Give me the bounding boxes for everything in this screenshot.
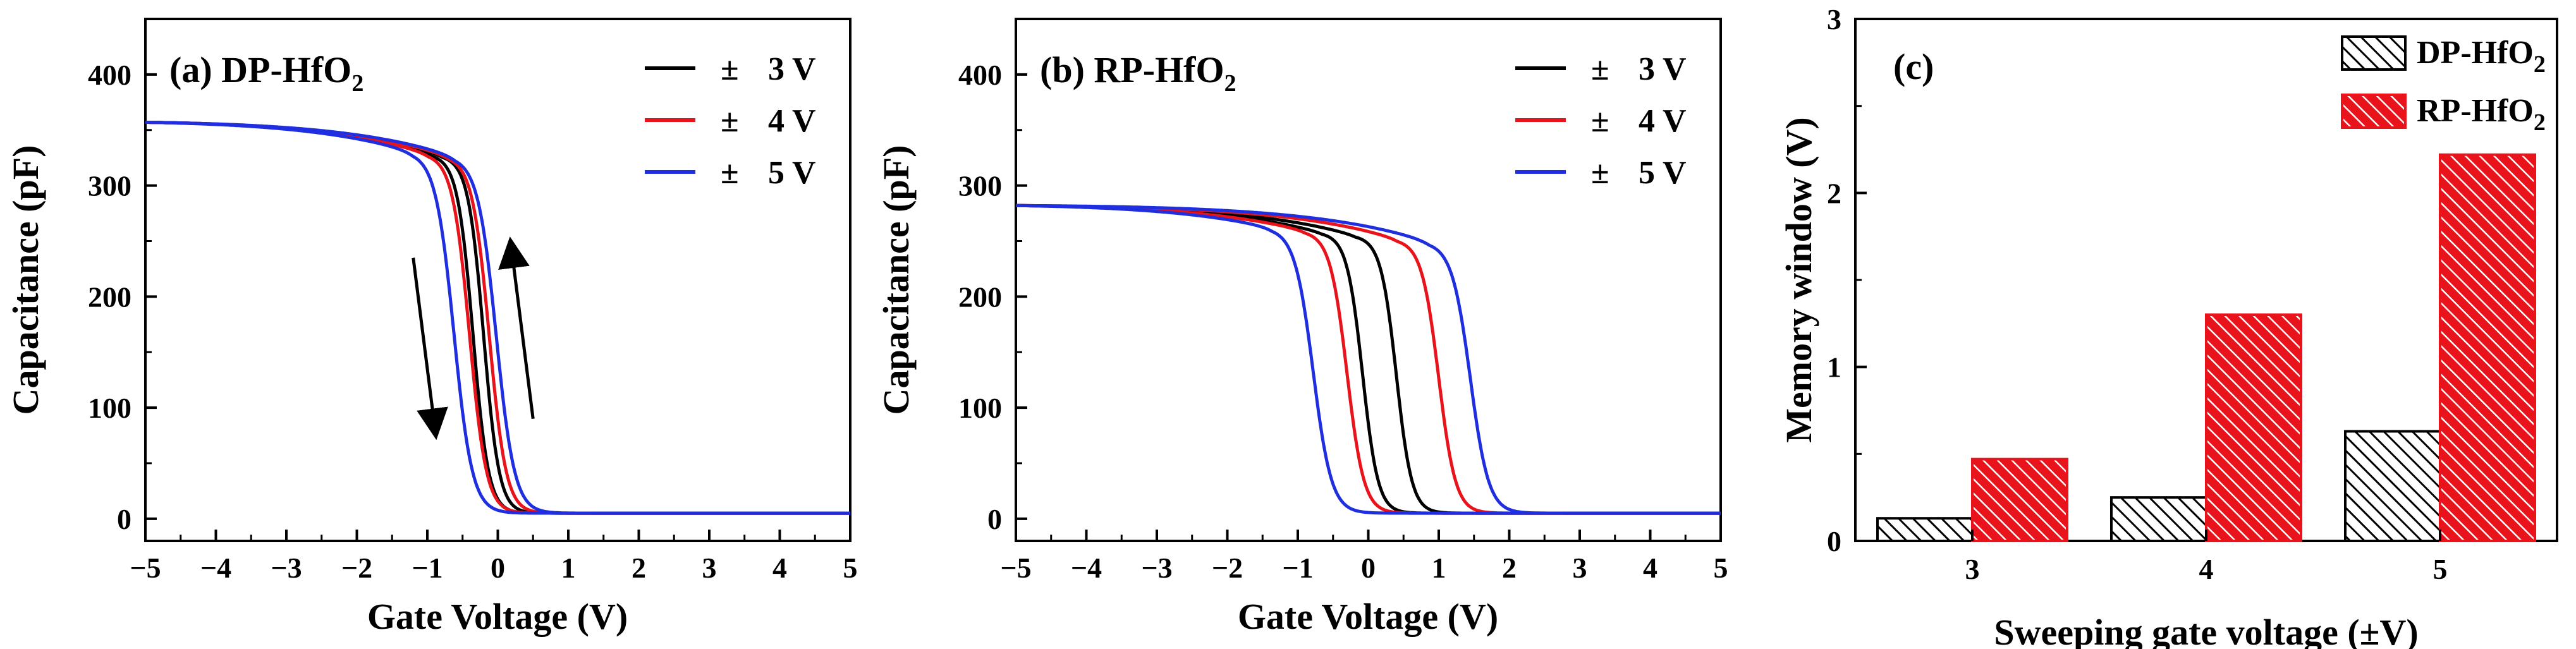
y-tick-label: 200 — [958, 281, 1002, 313]
panel-b-x-axis-title: Gate Voltage (V) — [1238, 596, 1498, 637]
curve-5V-forward — [1016, 203, 1721, 515]
x-tick-label: 0 — [1361, 552, 1376, 584]
panel-c-title: (c) — [1893, 46, 1934, 87]
y-tick-label: 3 — [1827, 3, 1841, 35]
x-tick-label: 0 — [491, 552, 505, 584]
curve-3V-reverse — [1016, 203, 1721, 515]
legend-label: 4 V — [1639, 103, 1687, 139]
y-tick-label: 0 — [987, 503, 1002, 535]
x-tick-label: −1 — [1282, 552, 1313, 584]
x-tick-label: −1 — [412, 552, 443, 584]
bar-dp-hfo-4 — [2110, 496, 2207, 543]
legend-label: DP-HfO2 — [2417, 35, 2546, 78]
bar-dp-hfo-3 — [1876, 517, 1974, 542]
panel-a-y-ticks: 0 100 200 300 400 — [88, 59, 157, 535]
x-tick-label: 4 — [2199, 553, 2214, 585]
x-tick-label: 4 — [772, 552, 787, 584]
legend-sign: ± — [1591, 155, 1609, 191]
x-tick-label: 3 — [1573, 552, 1587, 584]
panel-b-y-axis-title: Capacitance (pF) — [876, 145, 917, 415]
panel-b-title: (b) RP-HfO2 — [1040, 49, 1236, 97]
legend-label: 3 V — [768, 51, 816, 87]
x-tick-label: −4 — [1071, 552, 1102, 584]
y-tick-label: 400 — [958, 59, 1002, 91]
panel-a-arrows — [412, 236, 535, 440]
sweep-arrow-down — [412, 257, 448, 440]
x-tick-label: −2 — [341, 552, 372, 584]
curve-5V-reverse — [145, 120, 850, 515]
x-tick-label: −3 — [1141, 552, 1172, 584]
curve-4V-reverse — [1016, 203, 1721, 515]
panel-c-chart: 3 4 5 0 1 2 3 (c) DP-HfO2 RP-HfO2 Sweeping gat… — [1778, 3, 2558, 649]
panel-c-legend: DP-HfO2 RP-HfO2 — [2341, 35, 2546, 136]
x-tick-label: 2 — [632, 552, 646, 584]
legend-sign: ± — [721, 51, 739, 87]
curve-4V-forward — [1016, 203, 1721, 515]
panel-b-chart: −5 −4 −3 −2 −1 0 1 2 3 4 5 0 100 200 300 400 (b) RP-Hf… — [876, 18, 1728, 637]
panel-c-x-ticks: 3 4 5 — [1965, 530, 2448, 585]
panel-c-y-axis-title: Memory window (V) — [1778, 117, 1819, 442]
legend-sign: ± — [721, 103, 739, 139]
legend-label: 4 V — [768, 103, 816, 139]
x-tick-label: −5 — [1000, 552, 1031, 584]
panel-c-y-ticks: 0 1 2 3 — [1827, 3, 1867, 557]
y-tick-label: 400 — [88, 59, 131, 91]
y-tick-label: 0 — [1827, 525, 1841, 557]
panel-c-bars — [1876, 153, 2536, 543]
legend-sign: ± — [1591, 51, 1609, 87]
sweep-arrow-up — [498, 236, 535, 419]
y-tick-label: 100 — [88, 392, 131, 424]
x-tick-label: 1 — [561, 552, 576, 584]
panel-a-x-ticks: −5 −4 −3 −2 −1 0 1 2 3 4 5 — [130, 530, 858, 584]
x-tick-label: −2 — [1212, 552, 1243, 584]
bar-rp-hfo-3 — [1971, 458, 2068, 542]
x-tick-label: 3 — [1965, 553, 1980, 585]
x-tick-label: −4 — [200, 552, 231, 584]
legend-label: 3 V — [1639, 51, 1687, 87]
panel-c-x-axis-title: Sweeping gate voltage (±V) — [1994, 612, 2418, 649]
panel-b-curves — [1016, 203, 1721, 515]
x-tick-label: 5 — [843, 552, 858, 584]
panel-a-title: (a) DP-HfO2 — [169, 49, 363, 97]
y-tick-label: 300 — [958, 170, 1002, 202]
panel-a-x-axis-title: Gate Voltage (V) — [367, 596, 628, 637]
bar-dp-hfo-5 — [2344, 430, 2441, 542]
y-tick-label: 100 — [958, 392, 1002, 424]
x-tick-label: 2 — [1502, 552, 1517, 584]
x-tick-label: −5 — [130, 552, 161, 584]
panel-a-y-axis-title: Capacitance (pF) — [5, 145, 46, 415]
y-tick-label: 0 — [117, 503, 131, 535]
legend-sign: ± — [1591, 103, 1609, 139]
legend-label: 5 V — [1639, 155, 1687, 191]
legend-sign: ± — [721, 155, 739, 191]
panel-b-plot-frame — [1015, 18, 1722, 542]
y-tick-label: 200 — [88, 281, 131, 313]
bar-rp-hfo-5 — [2439, 153, 2536, 542]
x-tick-label: 5 — [1714, 552, 1728, 584]
y-tick-label: 1 — [1827, 351, 1841, 384]
y-tick-label: 2 — [1827, 177, 1841, 209]
x-tick-label: 1 — [1432, 552, 1446, 584]
panel-a-chart: −5 −4 −3 −2 −1 0 1 2 3 4 5 0 100 200 300 400 (a) DP-Hf… — [5, 18, 858, 637]
panel-a-legend: ±3 V ± 4 V ± 5 V — [645, 51, 816, 191]
panel-b-x-ticks: −5 −4 −3 −2 −1 0 1 2 3 4 5 — [1000, 530, 1728, 584]
legend-label: 5 V — [768, 155, 816, 191]
panel-b-legend: ±3 V ± 4 V ± 5 V — [1515, 51, 1687, 191]
curve-3V-forward — [145, 120, 850, 515]
panel-b-y-ticks: 0 100 200 300 400 — [958, 59, 1027, 535]
x-tick-label: 4 — [1643, 552, 1657, 584]
x-tick-label: −3 — [271, 552, 302, 584]
curve-5V-reverse — [1016, 203, 1721, 515]
y-tick-label: 300 — [88, 170, 131, 202]
x-tick-label: 3 — [702, 552, 717, 584]
bar-rp-hfo-4 — [2205, 313, 2302, 542]
panel-a-curves — [145, 120, 850, 515]
x-tick-label: 5 — [2433, 553, 2448, 585]
curve-3V-forward — [1016, 203, 1721, 515]
legend-label: RP-HfO2 — [2417, 93, 2546, 136]
legend-swatch — [2341, 94, 2407, 129]
legend-swatch — [2341, 35, 2407, 71]
